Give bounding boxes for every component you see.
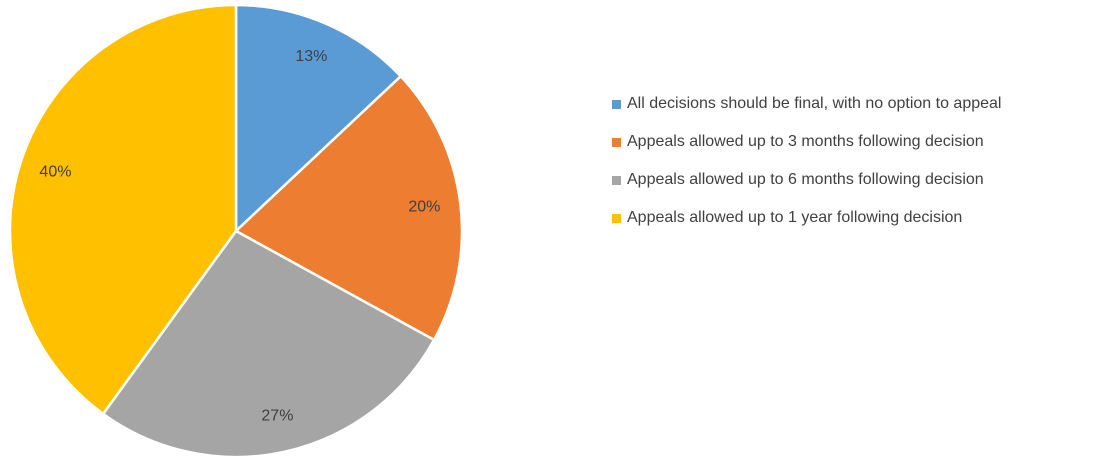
data-label: 20%: [408, 198, 440, 215]
legend-item: Appeals allowed up to 3 months following…: [612, 130, 1092, 154]
legend-label: All decisions should be final, with no o…: [627, 95, 1002, 112]
legend-label: Appeals allowed up to 6 months following…: [627, 171, 984, 188]
legend-item: All decisions should be final, with no o…: [612, 92, 1092, 116]
chart: 13% 20% 27% 40%: [8, 3, 464, 456]
legend-item: Appeals allowed up to 1 year following d…: [612, 206, 1092, 230]
pie-slice: [234, 3, 403, 234]
pie-slice: [101, 229, 436, 456]
data-label: 27%: [261, 407, 293, 424]
legend-swatch: [612, 214, 621, 223]
legend: All decisions should be final, with no o…: [612, 92, 1092, 244]
pie-slice: [233, 74, 464, 342]
data-label: 13%: [295, 48, 327, 65]
legend-item: Appeals allowed up to 6 months following…: [612, 168, 1092, 192]
legend-swatch: [612, 100, 621, 109]
data-label: 40%: [39, 164, 71, 181]
legend-label: Appeals allowed up to 3 months following…: [627, 133, 984, 150]
legend-swatch: [612, 138, 621, 147]
legend-swatch: [612, 176, 621, 185]
pie-slice: [8, 3, 238, 416]
legend-label: Appeals allowed up to 1 year following d…: [627, 209, 963, 226]
